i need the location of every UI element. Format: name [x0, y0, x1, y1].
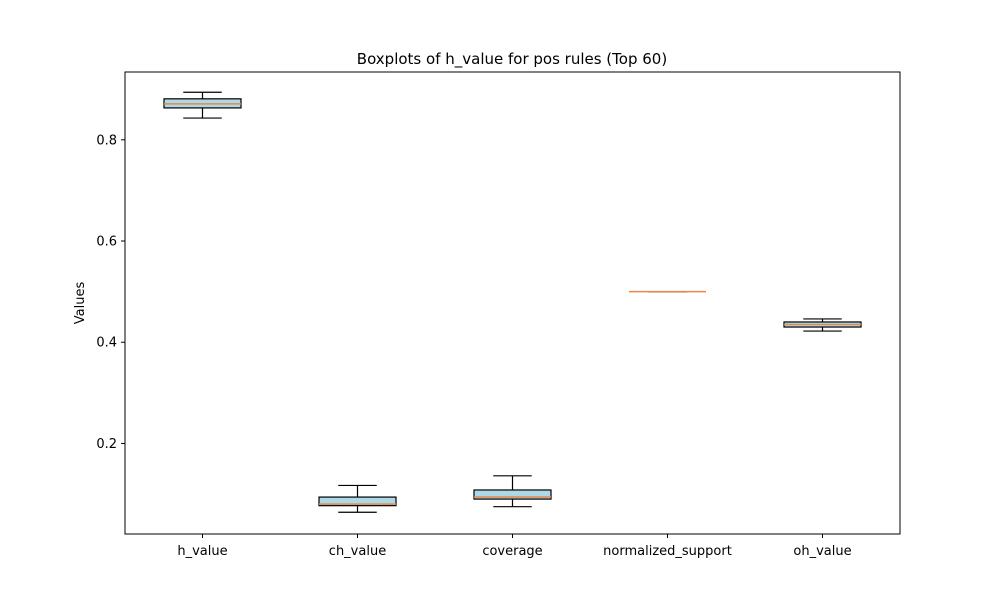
box-coverage: [473, 475, 552, 508]
x-tick-label: h_value: [177, 544, 227, 559]
y-axis-label: Values: [73, 282, 88, 325]
box-oh_value: [783, 318, 862, 332]
x-tick-label: ch_value: [329, 544, 386, 559]
y-tick-label: 0.4: [96, 336, 117, 351]
x-axis: h_value ch_value coverage normalized_suppor…: [177, 534, 852, 559]
y-axis: 0.2 0.4 0.6 0.8: [96, 133, 125, 452]
box-ch_value: [318, 484, 397, 513]
box-iqr: [473, 489, 552, 500]
y-tick-label: 0.6: [96, 235, 117, 250]
chart-title: Boxplots of h_value for pos rules (Top 6…: [357, 50, 667, 69]
x-tick-label: oh_value: [793, 544, 851, 559]
boxes: [163, 91, 862, 513]
y-tick-label: 0.2: [96, 437, 117, 452]
y-tick-label: 0.8: [96, 133, 117, 148]
x-tick-label: coverage: [482, 544, 542, 559]
box-iqr: [318, 496, 397, 507]
plot-area-frame: [124, 71, 901, 535]
box-h_value: [163, 91, 242, 119]
x-tick-label: normalized_support: [603, 544, 732, 559]
